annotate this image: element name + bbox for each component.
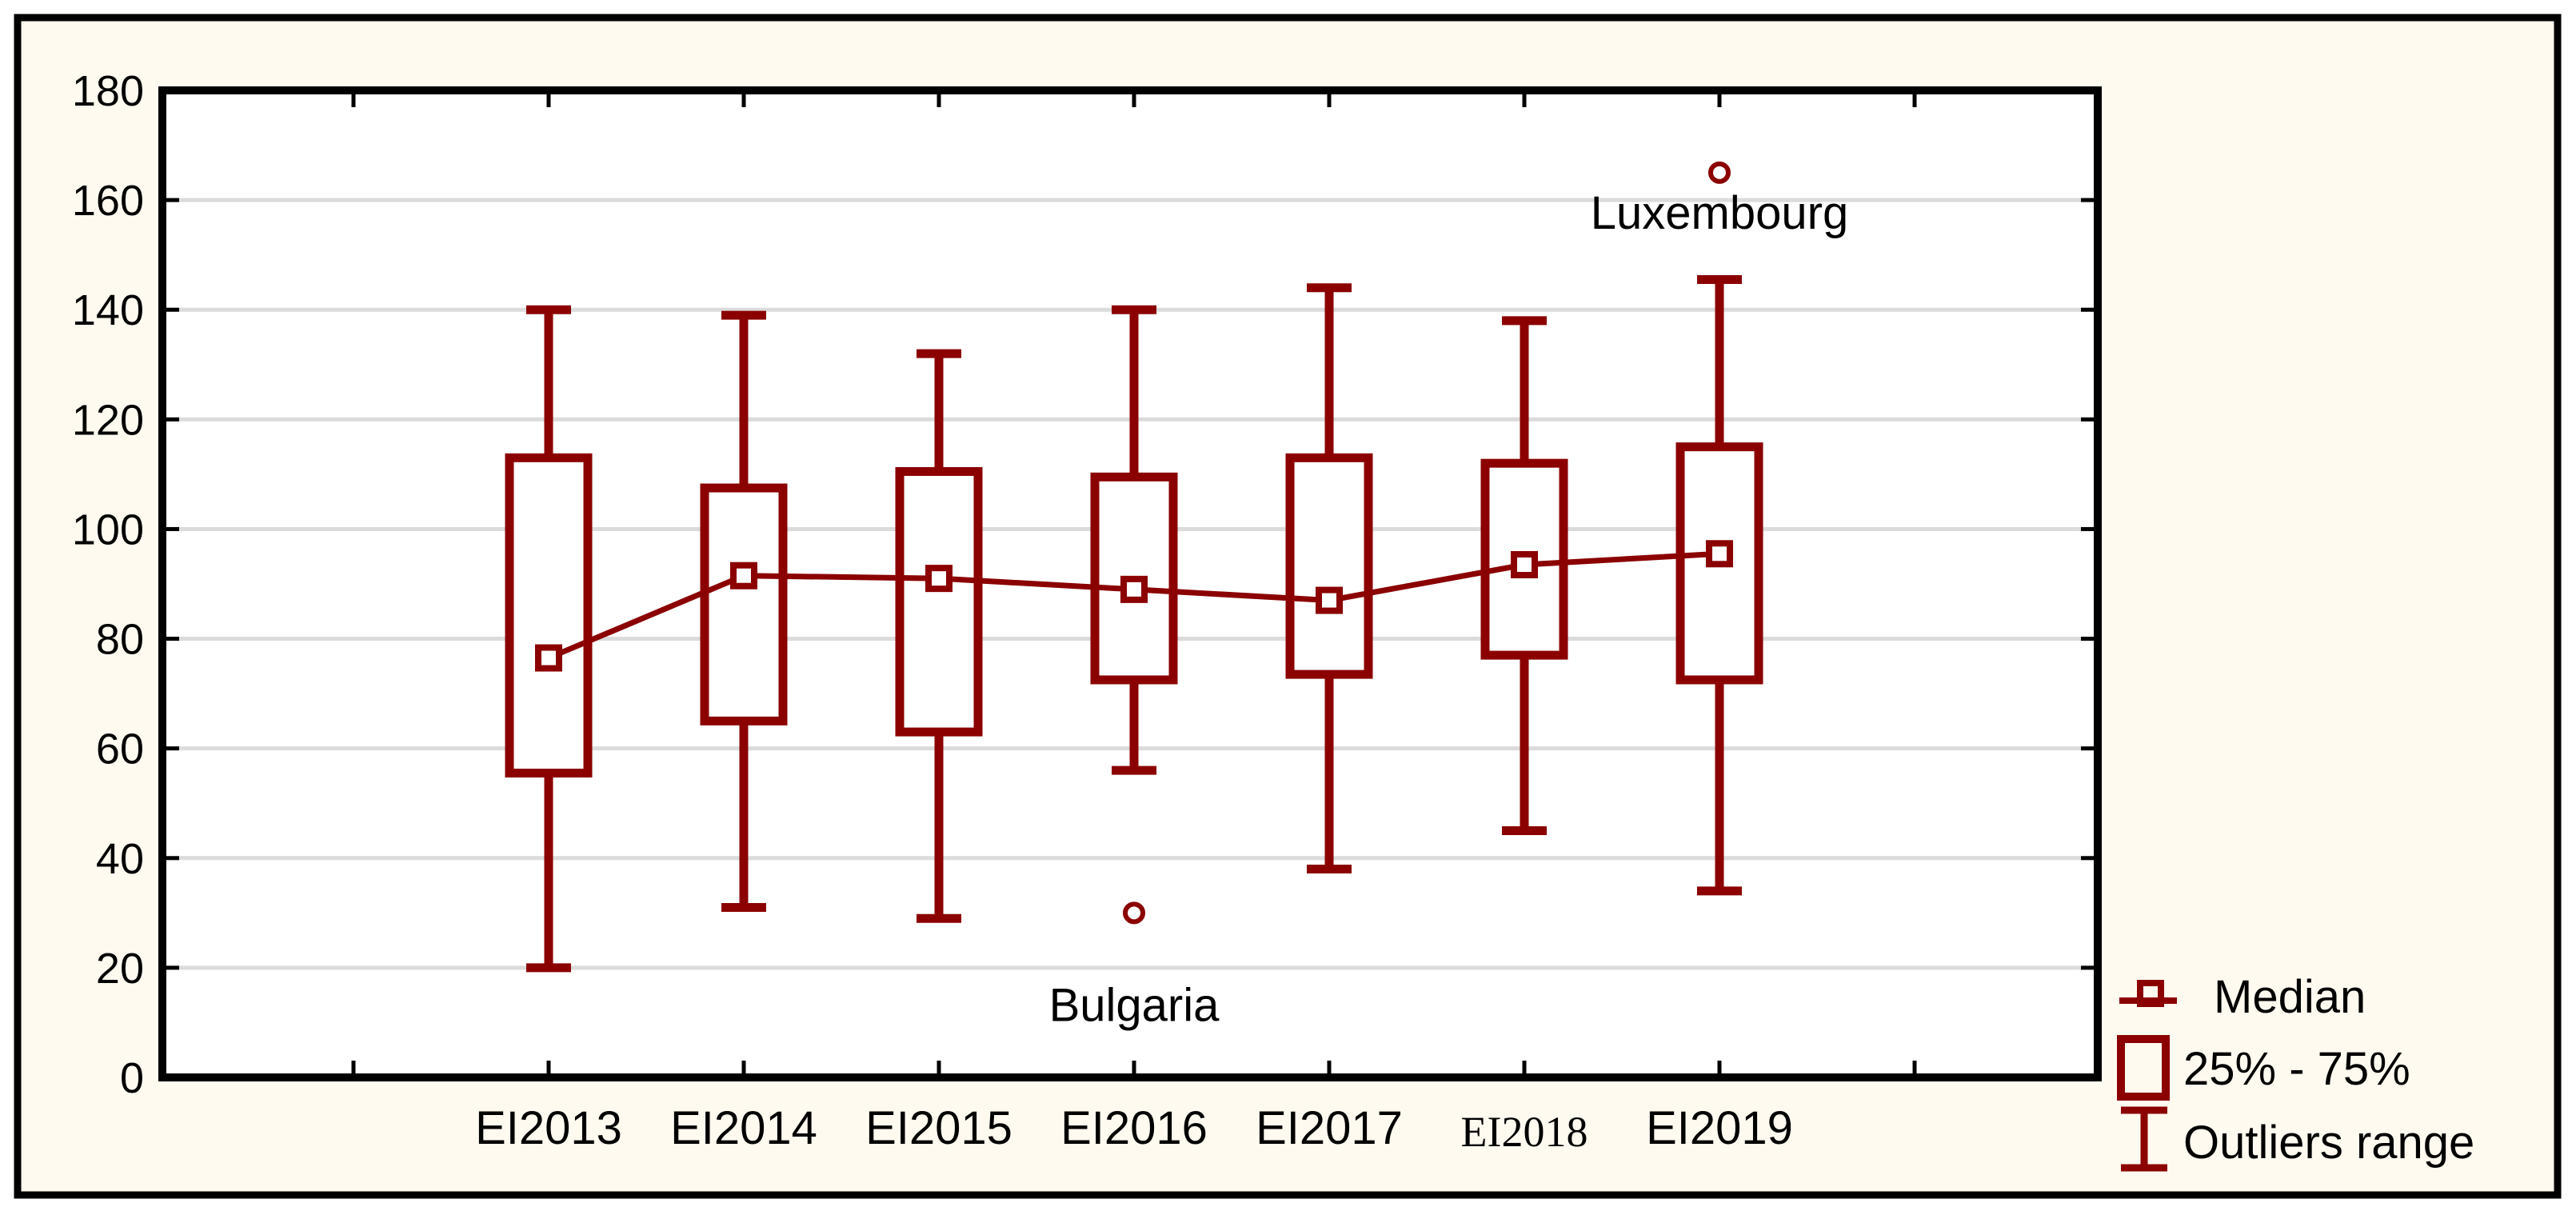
y-axis-tick-label: 0 bbox=[120, 1054, 144, 1102]
median-marker bbox=[730, 562, 757, 590]
boxplots-group bbox=[505, 275, 1763, 973]
median-marker bbox=[1120, 575, 1148, 603]
iqr-box bbox=[700, 483, 788, 725]
median-marker-icon bbox=[2137, 980, 2164, 1007]
outlier-point bbox=[1708, 161, 1731, 184]
outlier-label: Luxembourg bbox=[1591, 187, 1848, 239]
x-axis-category-label: EI2019 bbox=[1646, 1102, 1793, 1154]
median-markers-group bbox=[535, 540, 1733, 672]
y-axis-tick-label: 180 bbox=[72, 67, 144, 115]
y-axis-tick-label: 120 bbox=[72, 396, 144, 444]
y-axis-tick-label: 160 bbox=[72, 177, 144, 225]
x-axis-category-label: EI2016 bbox=[1060, 1102, 1208, 1154]
legend-item-outliers-range: Outliers range bbox=[2121, 1106, 2474, 1172]
x-axis-category-label: EI2014 bbox=[670, 1102, 817, 1154]
axis-labels-group: 0 20 40 60 80 100 120 140 160 180 EI2013 EI2014 EI20… bbox=[72, 67, 1793, 1156]
x-axis-category-label: EI2018 bbox=[1461, 1108, 1588, 1156]
median-marker bbox=[535, 644, 562, 672]
y-axis-tick-label: 80 bbox=[96, 616, 144, 664]
median-marker bbox=[1316, 586, 1343, 614]
x-axis-category-label: EI2015 bbox=[865, 1102, 1012, 1154]
median-marker bbox=[1706, 540, 1733, 568]
iqr-box bbox=[505, 453, 593, 778]
legend-item-median: Median bbox=[2119, 971, 2366, 1023]
legend-item-iqr: 25% - 75% bbox=[2117, 1035, 2410, 1101]
legend-label-iqr: 25% - 75% bbox=[2183, 1043, 2410, 1095]
iqr-box bbox=[895, 466, 983, 737]
x-axis-category-label: EI2013 bbox=[475, 1102, 622, 1154]
outlier-label: Bulgaria bbox=[1049, 979, 1220, 1031]
median-marker bbox=[1511, 551, 1538, 579]
y-axis-tick-label: 40 bbox=[96, 835, 144, 883]
y-axis-tick-label: 20 bbox=[96, 945, 144, 993]
axis-ticks-group bbox=[166, 94, 2094, 1073]
median-marker bbox=[925, 565, 953, 593]
iqr-box bbox=[1285, 453, 1373, 679]
y-axis-tick-label: 140 bbox=[72, 286, 144, 334]
legend: Median 25% - 75% Outliers range bbox=[2117, 971, 2474, 1172]
iqr-box-icon bbox=[2117, 1035, 2170, 1101]
legend-label-median: Median bbox=[2214, 971, 2366, 1023]
x-axis-category-label: EI2017 bbox=[1256, 1102, 1403, 1154]
y-axis-tick-label: 100 bbox=[72, 506, 144, 554]
legend-label-outliers-range: Outliers range bbox=[2183, 1117, 2474, 1169]
outliers-group: Bulgaria Luxembourg bbox=[1049, 161, 1848, 1031]
outlier-point bbox=[1123, 901, 1145, 925]
y-axis-tick-label: 60 bbox=[96, 725, 144, 773]
